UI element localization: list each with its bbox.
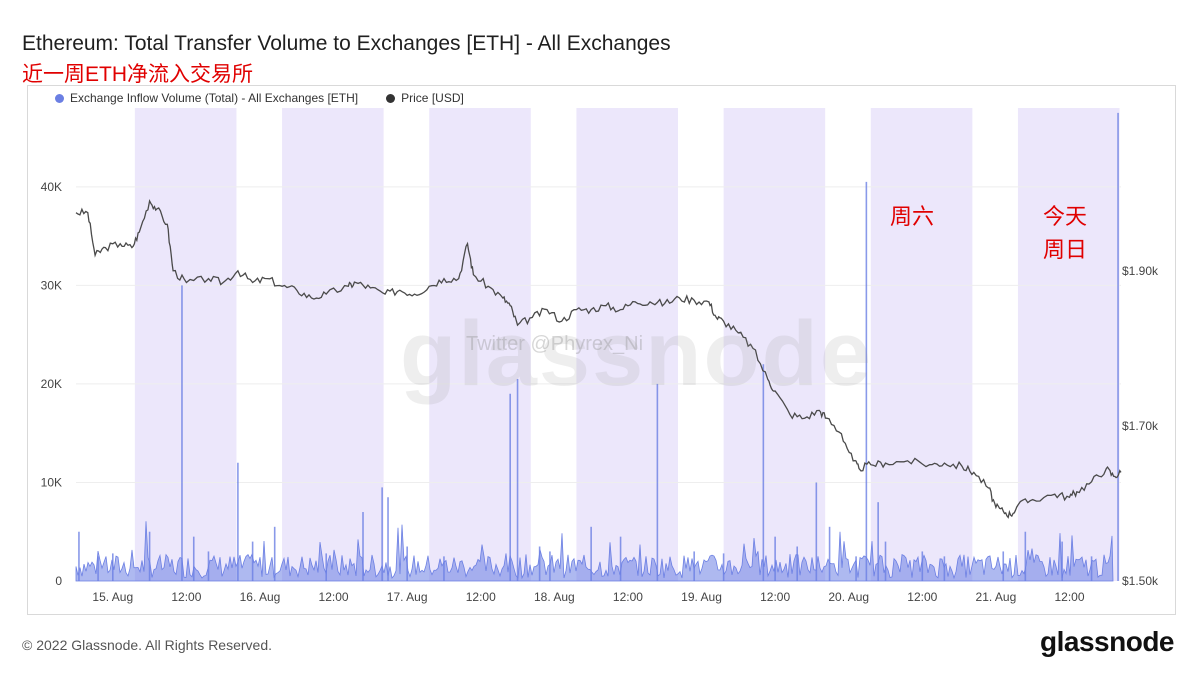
copyright-footer: © 2022 Glassnode. All Rights Reserved. [22,637,273,653]
left-tick-label: 10K [41,475,62,489]
x-tick-label: 12:00 [907,590,937,604]
legend-volume-dot [55,93,64,103]
brand-logo: glassnode [1040,626,1174,657]
chart-title: Ethereum: Total Transfer Volume to Excha… [22,32,671,55]
legend-volume-label: Exchange Inflow Volume (Total) - All Exc… [70,91,359,105]
shaded-band-5 [870,108,973,581]
chart-subtitle: 近一周ETH净流入交易所 [22,63,253,86]
volume-area [75,521,1114,582]
chart-legend: Exchange Inflow Volume (Total) - All Exc… [55,91,464,105]
shaded-band-1 [282,108,384,581]
shaded-band-2 [429,108,531,581]
annotation-sunday: 周日 [1043,237,1088,262]
left-tick-label: 40K [41,180,62,194]
x-tick-label: 16. Aug [240,590,281,604]
x-tick-label: 18. Aug [534,590,575,604]
right-tick-label: $1.50k [1122,574,1159,588]
x-tick-label: 12:00 [1054,590,1084,604]
x-tick-label: 12:00 [319,590,349,604]
x-tick-label: 21. Aug [976,590,1017,604]
left-tick-label: 0 [55,574,62,588]
shaded-band-6 [1017,108,1120,581]
x-tick-label: 12:00 [613,590,643,604]
price-line [75,199,1122,519]
right-tick-label: $1.90k [1122,264,1159,278]
x-tick-label: 17. Aug [387,590,428,604]
x-tick-label: 12:00 [171,590,201,604]
left-tick-label: 20K [41,377,62,391]
shaded-band-0 [134,108,237,581]
legend-price-dot [386,93,396,103]
right-tick-label: $1.70k [1122,419,1159,433]
x-tick-label: 15. Aug [92,590,133,604]
shaded-band-3 [576,108,678,581]
legend-price[interactable]: Price [USD] [386,91,464,105]
x-tick-label: 19. Aug [681,590,722,604]
annotation-today: 今天 [1043,204,1088,229]
annotation-saturday: 周六 [890,204,935,229]
left-tick-label: 30K [41,278,62,292]
x-tick-label: 12:00 [760,590,790,604]
x-tick-label: 20. Aug [828,590,869,604]
x-tick-label: 12:00 [466,590,496,604]
legend-price-label: Price [USD] [401,91,464,105]
shaded-band-4 [723,108,826,581]
legend-volume[interactable]: Exchange Inflow Volume (Total) - All Exc… [55,91,358,105]
